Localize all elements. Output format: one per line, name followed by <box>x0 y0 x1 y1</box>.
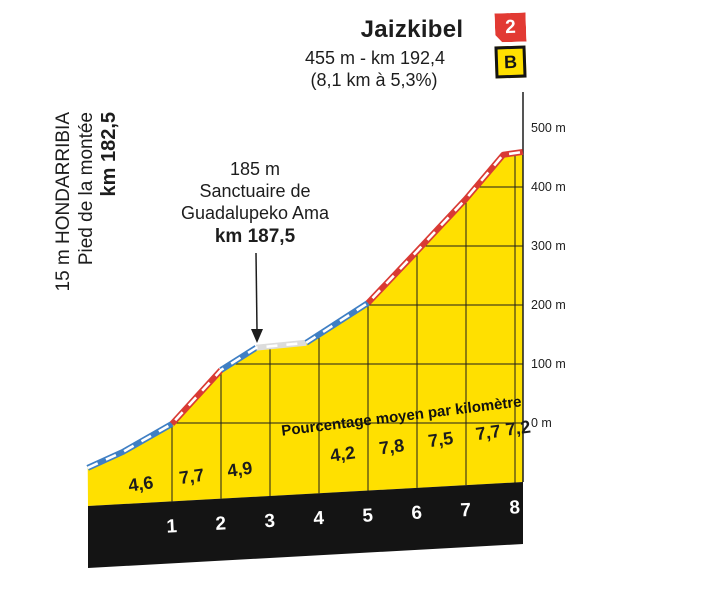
climb-title: Jaizkibel <box>360 16 464 43</box>
gradient-label: 7,7 <box>178 465 206 488</box>
km-number: 5 <box>362 505 374 527</box>
gradient-label: 7,7 <box>474 421 502 444</box>
profile-segment-flat <box>255 339 307 351</box>
gradient-label: 4,6 <box>127 472 155 495</box>
km-number: 4 <box>313 508 325 530</box>
y-axis-tick-label: 300 m <box>531 239 566 253</box>
start-location-label: 15 m HONDARRIBIA <box>53 112 74 292</box>
start-km-label: km 182,5 <box>98 112 120 197</box>
bonus-badge: B <box>494 45 527 79</box>
sanctuary-km-label: km 187,5 <box>214 226 296 247</box>
sanctuary-label: 185 m Sanctuaire de Guadalupeko Ama km 1… <box>150 158 360 248</box>
gradient-label: 7,5 <box>427 428 455 451</box>
start-label: 15 m HONDARRIBIA Pied de la montée km 18… <box>52 112 121 472</box>
gradient-label: 7,2 <box>504 416 532 439</box>
y-axis-tick-label: 400 m <box>531 180 566 194</box>
gradient-label: 4,9 <box>226 458 254 481</box>
y-axis-tick-label: 100 m <box>531 357 566 371</box>
y-axis-tick-label: 500 m <box>531 121 566 135</box>
gradient-label: 7,8 <box>378 435 406 458</box>
km-number: 1 <box>166 516 178 538</box>
sanctuary-name-line2: Guadalupeko Ama <box>180 203 330 223</box>
pointer-arrowhead-icon <box>251 329 263 343</box>
summit-info: 455 m - km 192,4 <box>304 48 446 68</box>
pointer-line <box>255 252 258 331</box>
km-number: 8 <box>509 497 521 519</box>
y-axis-tick-label: 200 m <box>531 298 566 312</box>
base-band <box>88 482 523 568</box>
start-foot-of-climb-label: Pied de la montée <box>76 112 97 266</box>
km-number: 7 <box>460 500 472 522</box>
y-axis-tick-label: 0 m <box>531 416 552 430</box>
km-number: 2 <box>215 513 227 535</box>
category-badge: 2 <box>495 12 527 42</box>
sanctuary-name-line1: Sanctuaire de <box>199 181 311 201</box>
km-number: 6 <box>411 503 423 525</box>
gradient-label: 4,2 <box>329 442 357 465</box>
km-number: 3 <box>264 511 276 533</box>
profile-area <box>87 151 523 506</box>
climb-stats: (8,1 km à 5,3%) <box>310 70 438 90</box>
profile-segment-moderate <box>86 421 174 471</box>
sanctuary-elevation-label: 185 m <box>229 159 281 179</box>
